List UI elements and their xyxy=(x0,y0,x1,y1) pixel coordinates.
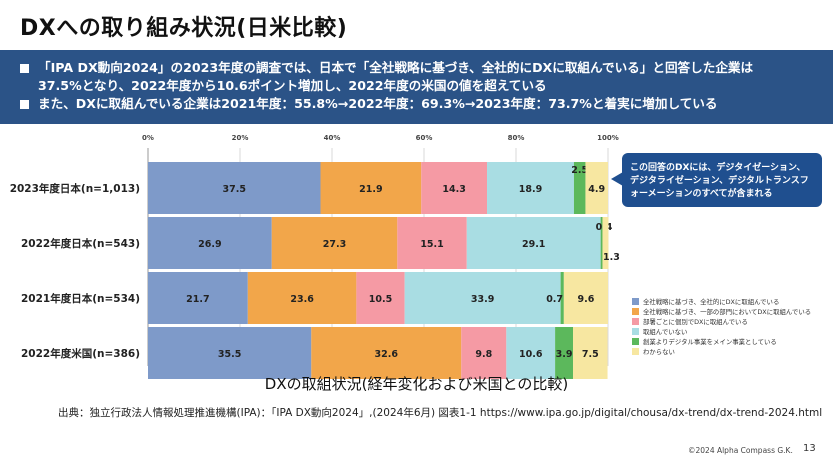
bar-segment xyxy=(148,217,272,269)
data-label: 33.9 xyxy=(471,294,494,305)
page-number: 13 xyxy=(803,443,816,454)
copyright: ©2024 Alpha Compass G.K. xyxy=(688,446,793,455)
bar-segment xyxy=(311,327,462,379)
legend-label: 部署ごとに個別でDXに取組んでいる xyxy=(643,317,748,326)
summary-banner: 「IPA DX動向2024」の2023年度の調査では、日本で「全社戦略に基づき、… xyxy=(0,50,833,124)
data-label: 4.9 xyxy=(588,184,605,195)
dx-definition-callout: この回答のDXには、デジタイゼーション、デジタライゼーション、デジタルトランスフ… xyxy=(622,153,822,207)
legend-label: 創業よりデジタル事業をメイン事業としている xyxy=(643,337,777,346)
summary-bullet: また、DXに取組んでいる企業は2021年度：55.8%→2022年度：69.3%… xyxy=(18,95,833,113)
x-tick-label: 20% xyxy=(232,134,249,142)
callout-pointer xyxy=(611,172,623,186)
data-label: 9.8 xyxy=(475,349,492,360)
legend-swatch xyxy=(632,337,639,345)
data-label: 0.7 xyxy=(546,294,563,305)
bullet-square-icon xyxy=(20,100,29,109)
data-label: 15.1 xyxy=(420,239,443,250)
data-label: 32.6 xyxy=(375,349,399,360)
summary-bullet-text: また、DXに取組んでいる企業は2021年度：55.8%→2022年度：69.3%… xyxy=(38,96,718,111)
bar-segment xyxy=(320,162,422,214)
chart-legend: 全社戦略に基づき、全社的にDXに取組んでいる 全社戦略に基づき、一部の部門において… xyxy=(632,296,811,356)
legend-item: 全社戦略に基づき、一部の部門においてDXに取組んでいる xyxy=(632,306,811,316)
data-label: 21.7 xyxy=(186,294,209,305)
bar-segment xyxy=(404,272,561,324)
legend-item: 創業よりデジタル事業をメイン事業としている xyxy=(632,336,811,346)
bar-segment xyxy=(247,272,357,324)
x-tick-label: 0% xyxy=(142,134,154,142)
bar-segment xyxy=(421,162,488,214)
category-label: 2021年度日本(n=534) xyxy=(21,292,140,305)
bar-segment xyxy=(148,162,321,214)
data-label: 27.3 xyxy=(323,239,346,250)
legend-item: 部署ごとに個別でDXに取組んでいる xyxy=(632,316,811,326)
data-label: 14.3 xyxy=(442,184,465,195)
bullet-square-icon xyxy=(20,64,29,73)
data-label: 7.5 xyxy=(582,349,599,360)
data-label: 18.9 xyxy=(519,184,542,195)
summary-bullet: 「IPA DX動向2024」の2023年度の調査では、日本で「全社戦略に基づき、… xyxy=(18,59,833,77)
category-label: 2023年度日本(n=1,013) xyxy=(10,182,140,195)
page-title: DXへの取り組み状況(日米比較) xyxy=(20,16,348,41)
bar-segment xyxy=(563,272,608,324)
legend-swatch xyxy=(632,317,639,325)
bar-segment xyxy=(560,272,564,324)
x-tick-label: 100% xyxy=(597,134,619,142)
data-label: 10.6 xyxy=(519,349,543,360)
bar-segment xyxy=(466,217,601,269)
legend-swatch xyxy=(632,327,639,335)
data-label: 21.9 xyxy=(359,184,382,195)
data-label: 26.9 xyxy=(198,239,221,250)
legend-swatch xyxy=(632,297,639,305)
bar-segment xyxy=(148,272,248,324)
bar-segment xyxy=(271,217,398,269)
bar-segment xyxy=(487,162,574,214)
legend-swatch xyxy=(632,307,639,315)
bar-segment xyxy=(506,327,556,379)
x-tick-label: 80% xyxy=(508,134,525,142)
bar-segment xyxy=(573,327,608,379)
summary-bullet-text: 37.5%となり、2022年度から10.6ポイント増加し、2022年度の米国の値… xyxy=(38,78,547,93)
category-label: 2022年度日本(n=543) xyxy=(21,237,140,250)
legend-label: わからない xyxy=(643,347,675,356)
category-label: 2022年度米国(n=386) xyxy=(21,347,140,360)
bar-segment xyxy=(397,217,467,269)
bar-segment xyxy=(356,272,405,324)
bar-segment xyxy=(148,327,312,379)
data-label: 9.6 xyxy=(577,294,594,305)
x-tick-label: 60% xyxy=(416,134,433,142)
legend-item: わからない xyxy=(632,346,811,356)
bar-segment xyxy=(461,327,507,379)
legend-item: 取組んでいない xyxy=(632,326,811,336)
bar-segment xyxy=(600,217,603,269)
summary-bullet-text: 「IPA DX動向2024」の2023年度の調査では、日本で「全社戦略に基づき、… xyxy=(38,60,754,75)
data-label: 2.5 xyxy=(571,165,588,176)
bar-segment xyxy=(555,327,574,379)
data-label: 23.6 xyxy=(290,294,314,305)
data-label: 1.3 xyxy=(603,252,620,263)
data-label: 3.9 xyxy=(556,349,573,360)
bar-segment xyxy=(573,162,586,214)
legend-swatch xyxy=(632,347,639,355)
chart-caption: DXの取組状況(経年変化および米国との比較) xyxy=(264,375,569,393)
legend-item: 全社戦略に基づき、全社的にDXに取組んでいる xyxy=(632,296,811,306)
bar-segment xyxy=(602,217,609,269)
x-tick-label: 40% xyxy=(324,134,341,142)
legend-label: 取組んでいない xyxy=(643,327,688,336)
source-citation: 出典：独立行政法人情報処理推進機構(IPA)：「IPA DX動向2024」,(2… xyxy=(58,407,823,419)
legend-label: 全社戦略に基づき、一部の部門においてDXに取組んでいる xyxy=(643,307,812,316)
summary-bullet-continuation: 37.5%となり、2022年度から10.6ポイント増加し、2022年度の米国の値… xyxy=(18,77,833,95)
data-label: 37.5 xyxy=(223,184,246,195)
legend-label: 全社戦略に基づき、全社的にDXに取組んでいる xyxy=(643,297,780,306)
data-label: 29.1 xyxy=(522,239,545,250)
bar-segment xyxy=(585,162,608,214)
data-label: 35.5 xyxy=(218,349,241,360)
data-label: 10.5 xyxy=(369,294,392,305)
